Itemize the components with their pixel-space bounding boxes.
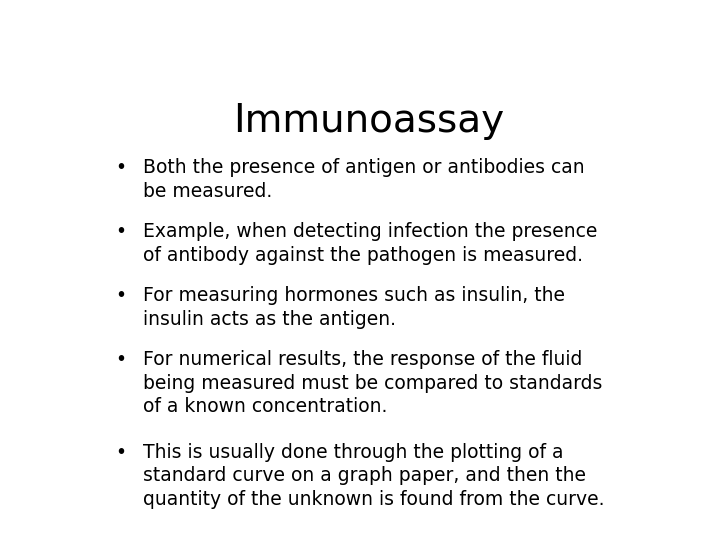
Text: •: • xyxy=(115,222,126,241)
Text: •: • xyxy=(115,158,126,177)
Text: •: • xyxy=(115,286,126,306)
Text: For measuring hormones such as insulin, the
insulin acts as the antigen.: For measuring hormones such as insulin, … xyxy=(143,286,565,329)
Text: For numerical results, the response of the fluid
being measured must be compared: For numerical results, the response of t… xyxy=(143,350,603,416)
Text: Immunoassay: Immunoassay xyxy=(233,102,505,140)
Text: •: • xyxy=(115,350,126,369)
Text: •: • xyxy=(115,443,126,462)
Text: Both the presence of antigen or antibodies can
be measured.: Both the presence of antigen or antibodi… xyxy=(143,158,585,201)
Text: Example, when detecting infection the presence
of antibody against the pathogen : Example, when detecting infection the pr… xyxy=(143,222,598,265)
Text: This is usually done through the plotting of a
standard curve on a graph paper, : This is usually done through the plottin… xyxy=(143,443,605,509)
